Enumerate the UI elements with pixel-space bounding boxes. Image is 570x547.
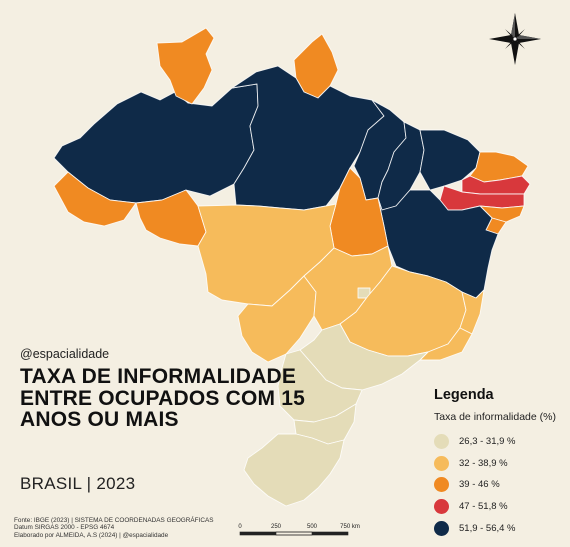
map-title: Taxa de informalidade entre ocupados com… (20, 365, 306, 431)
region-rio-grande-do-sul (243, 433, 345, 507)
legend-item: 51,9 - 56,4 % (434, 517, 516, 539)
legend-label: 32 - 38,9 % (459, 457, 508, 469)
compass-rose-icon (489, 13, 541, 65)
legend-label: 39 - 46 % (459, 479, 500, 491)
legend-swatch (434, 455, 449, 471)
legend-label: 26,3 - 31,9 % (459, 436, 516, 448)
region-roraima (156, 27, 215, 105)
legend-subtitle: Taxa de informalidade (%) (434, 411, 556, 423)
credits: Fonte: IBGE (2023) | SISTEMA DE COORDENA… (14, 517, 213, 539)
credit-source: Fonte: IBGE (2023) | SISTEMA DE COORDENA… (14, 517, 214, 524)
scale-tick-0: 0 (238, 524, 242, 530)
region-espirito-santo (459, 289, 485, 335)
legend-swatch (434, 434, 449, 450)
scale-tick-750: 750 km (340, 524, 360, 530)
legend-item: 47 - 51,8 % (434, 496, 516, 518)
scale-tick-500: 500 (307, 524, 318, 530)
legend-label: 47 - 51,8 % (459, 501, 508, 513)
legend-item: 26,3 - 31,9 % (434, 431, 516, 453)
credit-datum: Datum SIRGAS 2000 - EPSG 4674 (14, 524, 115, 532)
legend-item: 32 - 38,9 % (434, 453, 516, 475)
region-acre (53, 171, 137, 227)
scale-tick-250: 250 (271, 524, 282, 530)
author-handle: @espacialidade (20, 347, 110, 361)
legend: 26,3 - 31,9 % 32 - 38,9 % 39 - 46 % 47 -… (434, 431, 516, 539)
map-subtitle: BRASIL | 2023 (20, 474, 136, 493)
legend-label: 51,9 - 56,4 % (459, 522, 516, 534)
legend-item: 39 - 46 % (434, 474, 516, 496)
legend-swatch (434, 477, 449, 493)
scale-bar: 0 250 500 750 km (238, 524, 360, 536)
legend-swatch (434, 520, 449, 536)
region-mato-grosso-do-sul (237, 275, 317, 363)
credit-author: Elaborado por ALMEIDA, A.S (2024) | @esp… (14, 531, 169, 539)
legend-swatch (434, 499, 449, 515)
legend-title: Legenda (434, 387, 494, 403)
